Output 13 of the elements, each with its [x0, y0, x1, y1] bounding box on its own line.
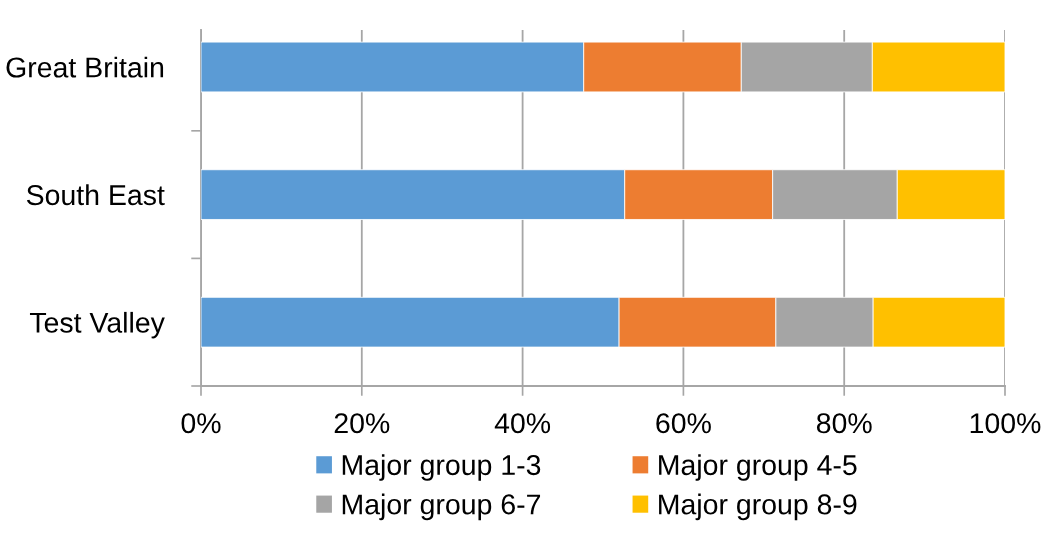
x-tick-label: 40% [494, 413, 551, 434]
y-tick-label: Test Valley [29, 311, 165, 339]
legend-label: Major group 4-5 [659, 454, 857, 481]
x-tick-label: 20% [334, 413, 390, 434]
x-tick-label: 100% [970, 413, 1041, 434]
x-tick-label: 80% [816, 413, 872, 434]
legend-label: Major group 1-3 [342, 454, 541, 481]
legend-label: Major group 6-7 [342, 493, 541, 521]
x-tick-label: 0% [181, 413, 221, 434]
x-tick-label: 60% [656, 413, 711, 434]
y-tick-label: South East [26, 184, 165, 206]
legend-label: Major group 8-9 [659, 493, 857, 521]
y-tick-label: Great Britain [6, 56, 164, 78]
